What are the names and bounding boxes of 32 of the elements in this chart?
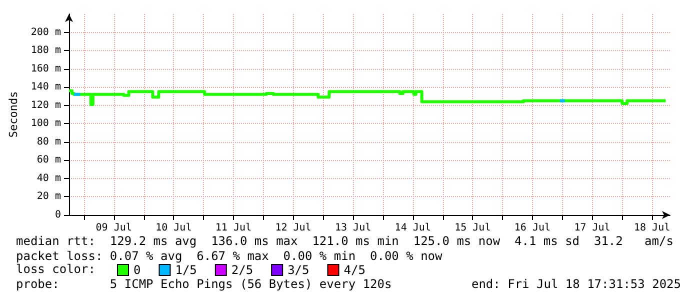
x-tick-label: 17 Jul xyxy=(574,222,610,234)
x-tick-label: 11 Jul xyxy=(215,222,252,234)
legend-label: 2/5 xyxy=(231,263,254,277)
text: median rtt: 129.2 ms avg 136.0 ms max 121.0 ms min 125.0 ms now 4.1 ms sd 31.2 am/s xyxy=(16,234,674,248)
legend-label: 0 xyxy=(134,263,141,277)
x-tick-label: 14 Jul xyxy=(394,222,431,234)
x-tick-label: 13 Jul xyxy=(334,222,372,234)
legend-label: 3/5 xyxy=(288,263,310,277)
x-tick-label: 15 Jul xyxy=(454,222,491,234)
text: probe: 5 ICMP Echo Pings (56 Bytes) every 120s xyxy=(16,277,392,291)
y-tick-label: 160 m xyxy=(30,63,61,74)
y-axis-title: Seconds xyxy=(7,91,20,138)
y-tick-label: 0 xyxy=(54,210,61,220)
y-tick-label: 40 m xyxy=(36,172,61,184)
x-tick-label: 16 Jul xyxy=(514,222,551,234)
x-tick-label: 18 Jul xyxy=(634,222,670,234)
y-tick-label: 120 m xyxy=(30,100,61,111)
x-tick-label: 10 Jul xyxy=(156,222,192,234)
legend-label: 1/5 xyxy=(175,263,197,277)
x-tick-label: 12 Jul xyxy=(275,222,312,234)
y-tick-label: 200 m xyxy=(30,26,61,38)
y-tick-label: 60 m xyxy=(36,154,61,166)
y-tick-label: 100 m xyxy=(30,118,61,130)
text: packet loss: 0.07 % avg 6.67 % max 0.00 % min 0.00 % now xyxy=(16,249,442,263)
y-tick-label: 80 m xyxy=(36,136,61,148)
y-tick-label: 180 m xyxy=(30,45,61,56)
y-tick-label: 140 m xyxy=(30,82,61,93)
legend-label: 4/5 xyxy=(344,263,366,277)
legend-title: loss color: xyxy=(16,262,96,276)
y-tick-label: 20 m xyxy=(36,191,61,202)
text: end: Fri Jul 18 17:31:53 2025 xyxy=(471,277,681,291)
x-tick-label: 09 Jul xyxy=(96,222,132,234)
